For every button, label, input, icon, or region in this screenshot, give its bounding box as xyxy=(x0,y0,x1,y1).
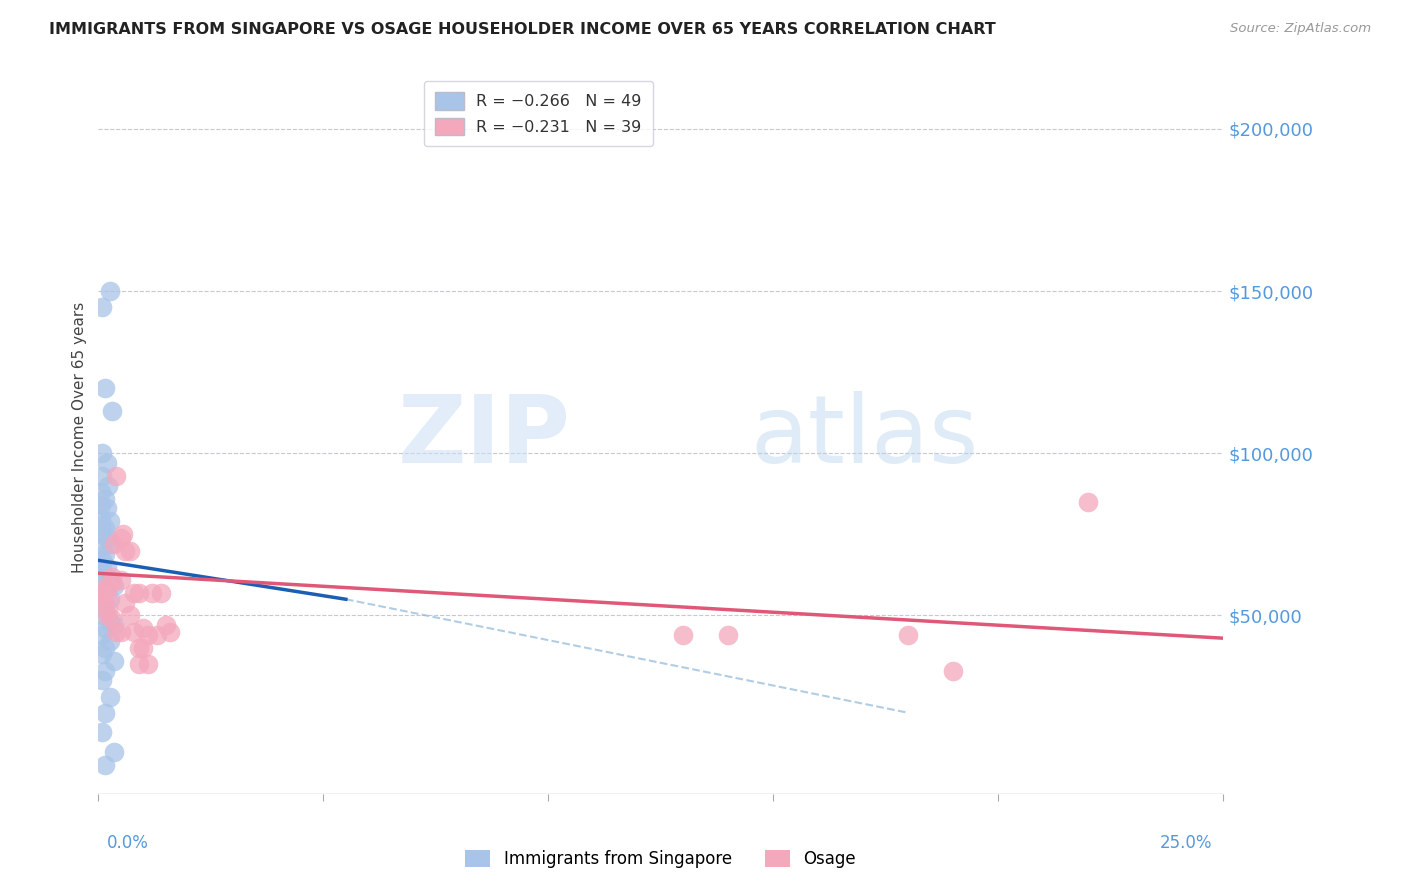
Point xyxy=(91,301,114,315)
Point xyxy=(96,531,118,545)
Point xyxy=(141,586,163,600)
Point xyxy=(94,491,117,506)
Point xyxy=(96,579,118,593)
Text: 25.0%: 25.0% xyxy=(1160,834,1212,852)
Point xyxy=(98,615,121,629)
Point xyxy=(94,622,117,636)
Point xyxy=(93,595,115,609)
Point xyxy=(96,501,118,516)
Point xyxy=(94,664,117,678)
Point xyxy=(91,648,114,662)
Point xyxy=(942,664,965,678)
Legend: R = −0.266   N = 49, R = −0.231   N = 39: R = −0.266 N = 49, R = −0.231 N = 39 xyxy=(423,81,652,146)
Text: atlas: atlas xyxy=(751,391,979,483)
Point xyxy=(114,543,136,558)
Point xyxy=(98,573,121,587)
Point xyxy=(91,586,114,600)
Point xyxy=(94,521,117,535)
Point xyxy=(101,576,124,591)
Point xyxy=(91,725,114,739)
Point xyxy=(98,592,121,607)
Point xyxy=(128,586,150,600)
Point xyxy=(105,624,128,639)
Point xyxy=(110,531,132,545)
Point xyxy=(94,757,117,772)
Point xyxy=(101,612,124,626)
Point xyxy=(155,618,177,632)
Point xyxy=(672,628,695,642)
Point xyxy=(90,498,112,512)
Point xyxy=(97,479,120,493)
Point xyxy=(146,628,169,642)
Point xyxy=(91,446,114,460)
Point xyxy=(90,485,112,500)
Point xyxy=(98,284,121,298)
Point xyxy=(103,618,125,632)
Text: ZIP: ZIP xyxy=(398,391,571,483)
Point xyxy=(124,586,146,600)
Point xyxy=(136,657,159,672)
Point xyxy=(110,573,132,587)
Text: Source: ZipAtlas.com: Source: ZipAtlas.com xyxy=(1230,22,1371,36)
Point xyxy=(90,608,112,623)
Point xyxy=(897,628,920,642)
Point xyxy=(97,602,120,616)
Point xyxy=(91,673,114,688)
Point xyxy=(96,608,118,623)
Point xyxy=(90,517,112,532)
Text: 0.0%: 0.0% xyxy=(107,834,149,852)
Point xyxy=(90,566,112,581)
Point xyxy=(112,527,135,541)
Point xyxy=(101,569,124,583)
Point xyxy=(94,381,117,395)
Point xyxy=(136,628,159,642)
Point xyxy=(91,559,114,574)
Point xyxy=(94,602,117,616)
Point xyxy=(101,404,124,418)
Point xyxy=(159,624,181,639)
Point xyxy=(128,657,150,672)
Point xyxy=(98,515,121,529)
Y-axis label: Householder Income Over 65 years: Householder Income Over 65 years xyxy=(72,301,87,573)
Point xyxy=(90,586,112,600)
Point xyxy=(91,553,114,567)
Point xyxy=(114,595,136,609)
Point xyxy=(96,456,118,470)
Point xyxy=(96,589,118,603)
Point xyxy=(132,622,155,636)
Point xyxy=(90,511,112,525)
Point xyxy=(105,469,128,483)
Text: IMMIGRANTS FROM SINGAPORE VS OSAGE HOUSEHOLDER INCOME OVER 65 YEARS CORRELATION : IMMIGRANTS FROM SINGAPORE VS OSAGE HOUSE… xyxy=(49,22,995,37)
Point xyxy=(91,595,114,609)
Point xyxy=(90,541,112,555)
Point xyxy=(94,706,117,720)
Point xyxy=(150,586,173,600)
Point xyxy=(98,690,121,704)
Point xyxy=(103,579,125,593)
Point xyxy=(1077,495,1099,509)
Point xyxy=(717,628,740,642)
Point xyxy=(94,576,117,591)
Legend: Immigrants from Singapore, Osage: Immigrants from Singapore, Osage xyxy=(458,843,863,875)
Point xyxy=(96,582,118,597)
Point xyxy=(91,469,114,483)
Point xyxy=(98,537,121,551)
Point xyxy=(98,634,121,648)
Point xyxy=(103,745,125,759)
Point xyxy=(132,640,155,655)
Point xyxy=(124,624,146,639)
Point xyxy=(103,537,125,551)
Point xyxy=(91,628,114,642)
Point xyxy=(94,640,117,655)
Point xyxy=(96,559,118,574)
Point xyxy=(128,640,150,655)
Point xyxy=(118,543,141,558)
Point xyxy=(118,608,141,623)
Point xyxy=(110,624,132,639)
Point xyxy=(94,547,117,561)
Point xyxy=(90,527,112,541)
Point xyxy=(103,654,125,668)
